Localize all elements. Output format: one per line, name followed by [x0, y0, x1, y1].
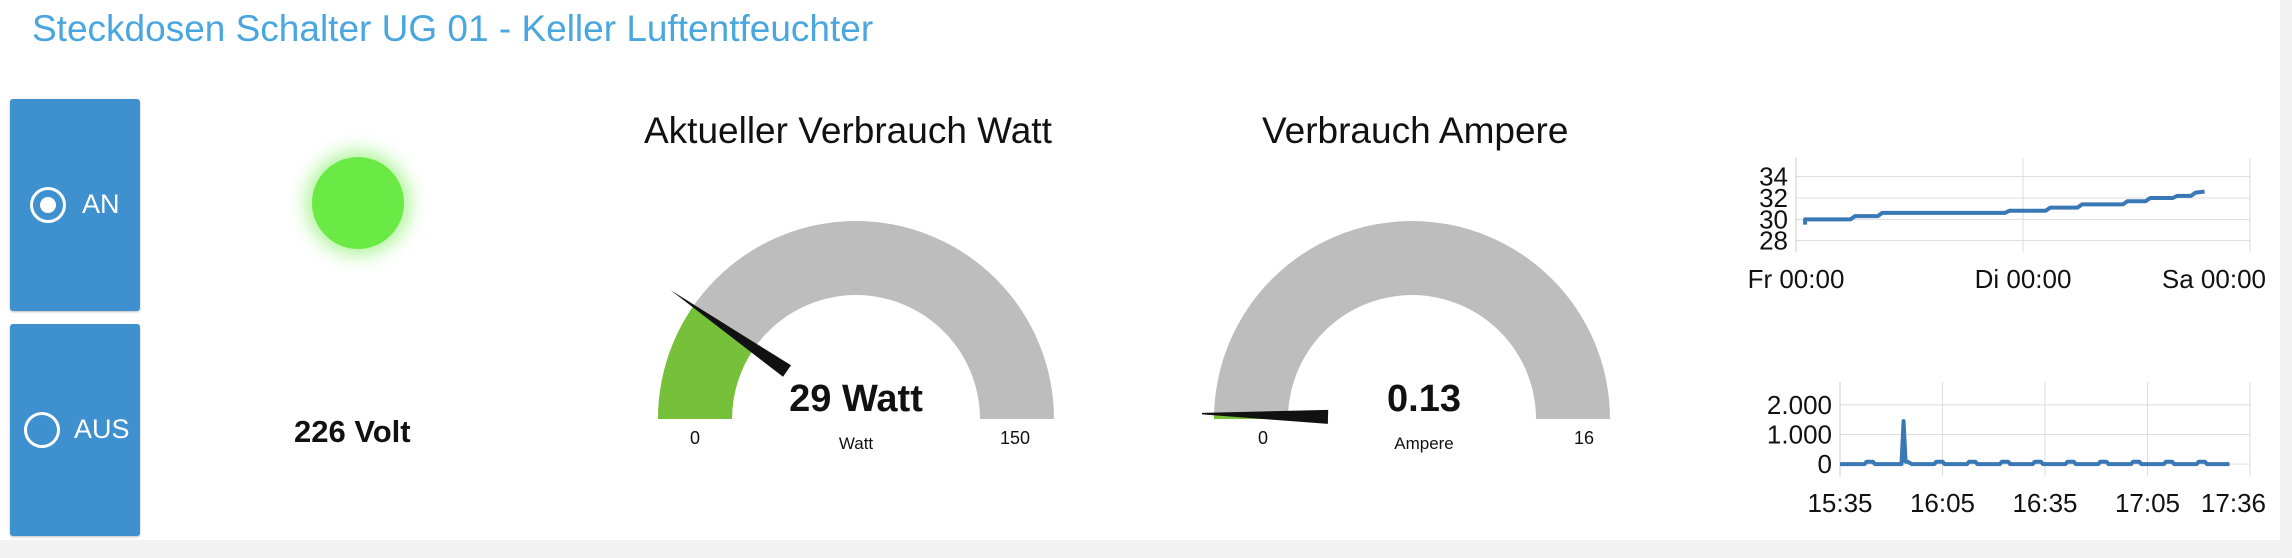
x-tick-label: Di 00:00 [1975, 264, 2072, 294]
status-led-icon [312, 157, 404, 249]
ampere-gauge-unit: Ampere [1394, 434, 1454, 453]
y-tick-label: 28 [1759, 226, 1788, 256]
off-button[interactable]: AUS [10, 324, 140, 536]
ampere-gauge-value: 0.13 [1387, 378, 1461, 420]
gauge-track [658, 221, 1054, 419]
series-line [1840, 419, 2230, 467]
radio-selected-icon [30, 187, 66, 223]
radio-unselected-icon [24, 412, 60, 448]
on-button-label: AN [82, 189, 120, 219]
watt-gauge-min: 0 [690, 428, 701, 448]
x-tick-label: Fr 00:00 [1748, 264, 1845, 294]
page-title: Steckdosen Schalter UG 01 - Keller Lufte… [32, 8, 874, 49]
x-tick-label: 15:35 [1807, 488, 1872, 518]
y-tick-label: 34 [1759, 162, 1788, 192]
x-tick-label: 17:05 [2115, 488, 2180, 518]
ampere-gauge [1202, 221, 1610, 424]
dashboard-panel: Steckdosen Schalter UG 01 - Keller Lufte… [0, 0, 2280, 540]
x-tick-label: 16:35 [2012, 488, 2077, 518]
watt-gauge-max: 150 [1000, 428, 1031, 448]
y-tick-label: 30 [1759, 204, 1788, 234]
watt-gauge [658, 221, 1054, 419]
y-tick-label: 32 [1759, 183, 1788, 213]
gauge-needle [670, 290, 792, 377]
y-tick-label: 2.000 [1767, 390, 1832, 420]
gauge-needle [1202, 409, 1329, 424]
watt-gauge-title: Aktueller Verbrauch Watt [644, 110, 1052, 151]
voltage-readout: 226 Volt [294, 414, 411, 449]
on-button[interactable]: AN [10, 99, 140, 311]
y-tick-label: 0 [1818, 449, 1832, 479]
off-button-label: AUS [74, 414, 130, 444]
ampere-gauge-min: 0 [1258, 428, 1269, 448]
watt-gauge-value: 29 Watt [789, 378, 923, 420]
ampere-gauge-title: Verbrauch Ampere [1262, 110, 1569, 151]
x-tick-label: 17:36 [2201, 488, 2266, 518]
x-tick-label: 16:05 [1910, 488, 1975, 518]
series-line [1803, 189, 2205, 225]
y-tick-label: 1.000 [1767, 419, 1832, 449]
gauge-track [1214, 221, 1610, 419]
ampere-gauge-max: 16 [1574, 428, 1595, 448]
watt-gauge-unit: Watt [838, 434, 874, 453]
x-tick-label: Sa 00:00 [2162, 264, 2266, 294]
